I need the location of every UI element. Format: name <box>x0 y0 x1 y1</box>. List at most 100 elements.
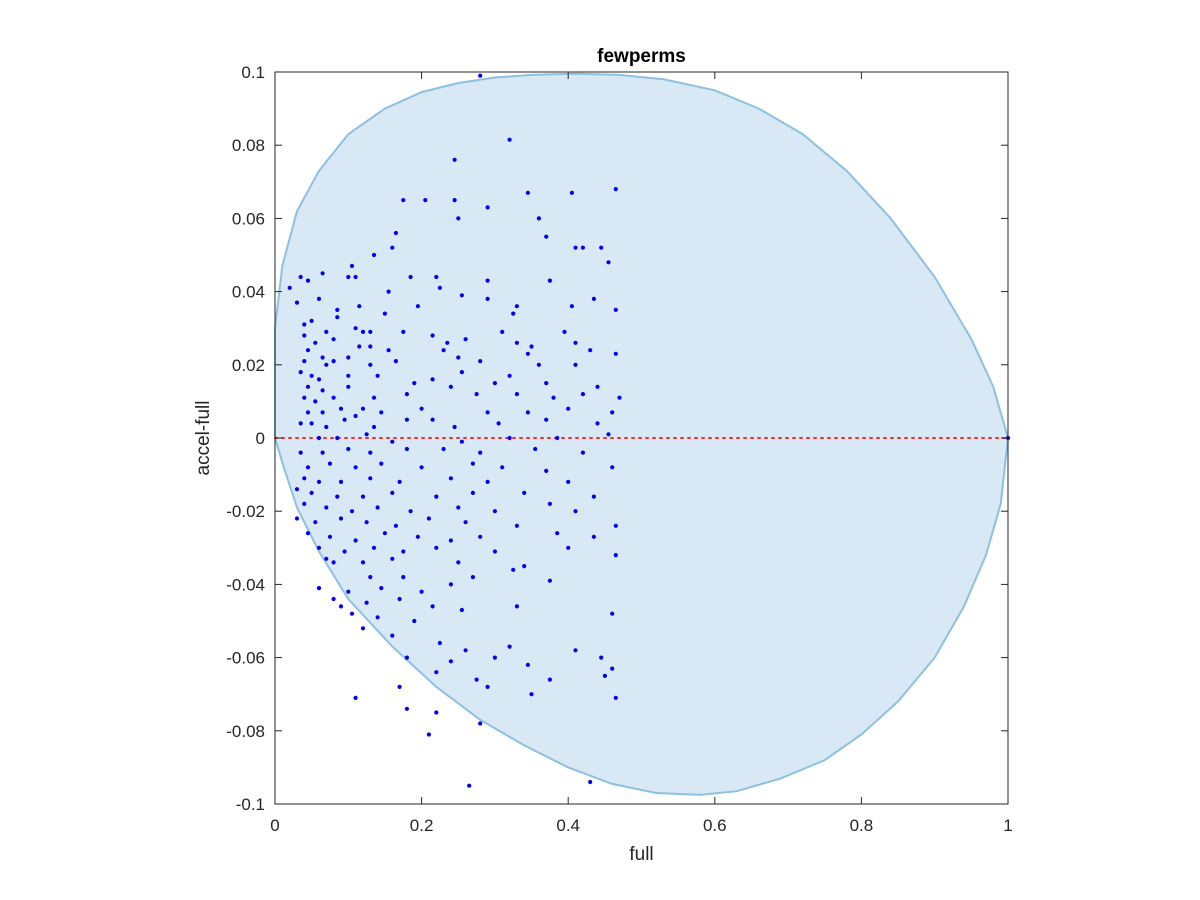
data-point <box>331 337 336 342</box>
data-point <box>514 523 520 528</box>
data-point <box>412 381 417 386</box>
data-point <box>379 410 384 415</box>
y-axis-ticks: -0.1 -0.08 -0.06 -0.04 -0.02 0 0.02 0.04 0.06 0.0… <box>226 63 1008 814</box>
data-point <box>463 520 468 525</box>
data-point <box>573 509 578 514</box>
data-point <box>302 333 307 338</box>
data-point <box>529 344 534 349</box>
data-point <box>419 589 424 594</box>
data-point <box>613 187 618 192</box>
data-point <box>573 245 578 250</box>
data-point <box>353 274 358 280</box>
data-point <box>368 450 373 455</box>
data-point <box>448 538 453 543</box>
data-point <box>595 384 600 389</box>
data-point <box>544 234 549 239</box>
data-point <box>610 410 615 415</box>
data-point <box>404 655 409 660</box>
data-point <box>302 395 307 400</box>
x-tick-label: 0.2 <box>410 816 434 835</box>
data-point <box>371 252 377 258</box>
data-point <box>298 274 303 280</box>
data-point <box>294 487 300 492</box>
data-point <box>287 285 292 290</box>
data-point <box>485 684 490 690</box>
data-point <box>452 157 457 162</box>
data-point <box>309 318 314 323</box>
data-point <box>415 534 420 539</box>
data-point <box>305 384 311 389</box>
data-point <box>375 373 380 378</box>
data-point <box>404 706 409 711</box>
data-point <box>430 377 435 382</box>
data-point <box>430 333 435 338</box>
data-point <box>507 137 512 142</box>
data-point <box>327 534 333 539</box>
data-point <box>613 523 618 528</box>
data-point <box>514 340 520 345</box>
data-point <box>437 285 442 290</box>
data-point <box>368 476 373 481</box>
data-point <box>419 465 424 470</box>
data-point <box>459 439 464 444</box>
data-point <box>331 596 336 602</box>
data-point <box>404 392 409 397</box>
data-point <box>331 359 336 364</box>
data-point <box>379 586 384 591</box>
data-point <box>569 190 575 195</box>
data-point <box>434 670 439 675</box>
data-point <box>298 450 303 455</box>
data-point <box>544 417 549 422</box>
data-point <box>555 435 560 441</box>
data-point <box>316 435 322 441</box>
data-point <box>324 424 329 430</box>
data-point <box>580 245 586 250</box>
data-point <box>324 362 329 367</box>
data-point <box>485 278 490 283</box>
data-point <box>401 575 406 580</box>
data-point <box>441 446 446 452</box>
data-point <box>544 468 549 473</box>
data-point <box>610 611 615 616</box>
data-point <box>320 271 325 276</box>
y-tick-label: -0.02 <box>226 502 265 521</box>
data-point <box>448 384 453 389</box>
data-point <box>324 329 329 334</box>
data-point <box>327 461 333 466</box>
data-point <box>349 263 355 269</box>
data-point <box>525 410 531 415</box>
data-point <box>390 245 395 250</box>
data-point <box>375 615 380 620</box>
data-point <box>566 545 571 550</box>
data-point <box>360 494 366 499</box>
data-point <box>302 501 307 506</box>
data-point <box>459 370 464 375</box>
data-point <box>364 520 369 525</box>
y-tick-label: 0.02 <box>232 356 265 375</box>
data-point <box>305 348 311 353</box>
data-point <box>386 348 391 353</box>
data-point <box>492 549 497 554</box>
data-point <box>412 618 417 624</box>
data-point <box>382 311 387 316</box>
data-point <box>335 315 340 320</box>
data-point <box>316 377 322 382</box>
data-point <box>360 329 366 334</box>
data-point <box>588 779 593 785</box>
data-point <box>349 611 355 616</box>
data-point <box>500 465 505 470</box>
data-point <box>434 545 439 550</box>
data-point <box>525 190 531 195</box>
data-point <box>320 355 325 360</box>
y-tick-label: 0.04 <box>232 283 265 302</box>
data-point <box>613 351 618 356</box>
data-point <box>426 516 431 521</box>
data-point <box>547 501 553 506</box>
data-point <box>448 582 453 587</box>
data-point <box>445 340 450 345</box>
data-point <box>302 476 307 481</box>
data-point <box>478 73 483 78</box>
data-point <box>353 413 358 419</box>
data-point <box>536 216 542 221</box>
